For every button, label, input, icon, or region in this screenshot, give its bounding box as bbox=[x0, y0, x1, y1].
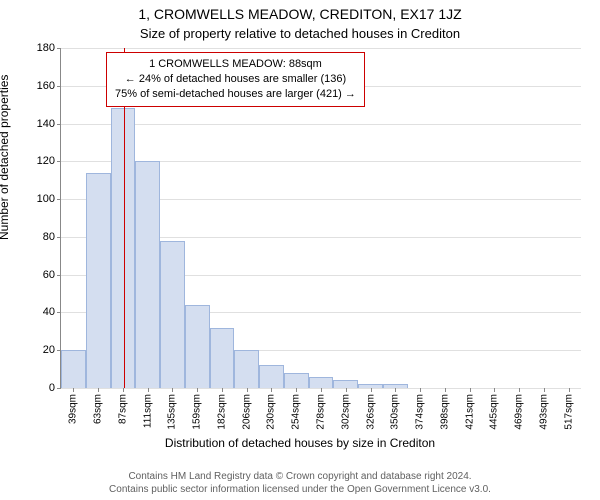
histogram-bar bbox=[61, 350, 86, 388]
histogram-bar bbox=[309, 377, 334, 388]
x-tick-label: 421sqm bbox=[464, 394, 475, 430]
y-tick-label: 20 bbox=[43, 344, 55, 356]
x-tick bbox=[197, 388, 198, 392]
x-tick bbox=[371, 388, 372, 392]
histogram-bar bbox=[185, 305, 210, 388]
x-tick-label: 278sqm bbox=[316, 394, 327, 430]
y-tick bbox=[57, 199, 61, 200]
x-tick-label: 302sqm bbox=[340, 394, 351, 430]
attribution: Contains HM Land Registry data © Crown c… bbox=[0, 471, 600, 496]
x-tick-label: 111sqm bbox=[142, 394, 153, 428]
x-tick bbox=[470, 388, 471, 392]
attribution-line-1: Contains HM Land Registry data © Crown c… bbox=[128, 471, 471, 482]
y-tick-label: 0 bbox=[49, 382, 55, 394]
y-tick bbox=[57, 388, 61, 389]
x-tick bbox=[346, 388, 347, 392]
x-tick-label: 398sqm bbox=[439, 394, 450, 430]
x-tick bbox=[296, 388, 297, 392]
x-tick-label: 493sqm bbox=[538, 394, 549, 430]
x-tick-label: 63sqm bbox=[93, 394, 104, 424]
x-tick-label: 254sqm bbox=[291, 394, 302, 430]
y-tick bbox=[57, 237, 61, 238]
chart-container: 1, CROMWELLS MEADOW, CREDITON, EX17 1JZ … bbox=[0, 0, 600, 500]
x-tick bbox=[494, 388, 495, 392]
histogram-bar bbox=[86, 173, 111, 388]
x-tick-label: 135sqm bbox=[167, 394, 178, 430]
y-tick-label: 40 bbox=[43, 306, 55, 318]
x-tick bbox=[519, 388, 520, 392]
y-tick bbox=[57, 275, 61, 276]
x-tick bbox=[222, 388, 223, 392]
x-tick bbox=[98, 388, 99, 392]
callout-box: 1 CROMWELLS MEADOW: 88sqm← 24% of detach… bbox=[106, 52, 365, 107]
y-tick-label: 80 bbox=[43, 231, 55, 243]
histogram-bar bbox=[234, 350, 259, 388]
y-tick bbox=[57, 86, 61, 87]
x-tick-label: 374sqm bbox=[415, 394, 426, 430]
x-tick bbox=[123, 388, 124, 392]
histogram-bar bbox=[111, 108, 136, 388]
histogram-bar bbox=[259, 365, 284, 388]
x-tick bbox=[247, 388, 248, 392]
histogram-bar bbox=[160, 241, 185, 388]
x-tick bbox=[445, 388, 446, 392]
y-tick bbox=[57, 161, 61, 162]
y-tick-label: 160 bbox=[37, 80, 55, 92]
y-tick-label: 120 bbox=[37, 155, 55, 167]
y-tick-label: 60 bbox=[43, 269, 55, 281]
callout-line: 75% of semi-detached houses are larger (… bbox=[115, 87, 356, 102]
x-tick bbox=[420, 388, 421, 392]
x-tick-label: 350sqm bbox=[390, 394, 401, 430]
chart-title-main: 1, CROMWELLS MEADOW, CREDITON, EX17 1JZ bbox=[0, 6, 600, 22]
y-tick bbox=[57, 124, 61, 125]
x-tick-label: 87sqm bbox=[117, 394, 128, 424]
x-tick bbox=[395, 388, 396, 392]
y-axis-label: Number of detached properties bbox=[0, 75, 11, 240]
x-tick bbox=[73, 388, 74, 392]
gridline bbox=[61, 124, 581, 125]
x-tick bbox=[569, 388, 570, 392]
x-tick bbox=[172, 388, 173, 392]
x-tick-label: 445sqm bbox=[489, 394, 500, 430]
callout-line: 1 CROMWELLS MEADOW: 88sqm bbox=[115, 57, 356, 72]
y-tick-label: 100 bbox=[37, 193, 55, 205]
attribution-line-2: Contains public sector information licen… bbox=[109, 484, 491, 495]
x-tick bbox=[544, 388, 545, 392]
histogram-bar bbox=[210, 328, 235, 388]
chart-title-sub: Size of property relative to detached ho… bbox=[0, 26, 600, 41]
x-tick bbox=[148, 388, 149, 392]
y-tick-label: 140 bbox=[37, 118, 55, 130]
histogram-bar bbox=[284, 373, 309, 388]
x-tick bbox=[321, 388, 322, 392]
x-tick bbox=[271, 388, 272, 392]
histogram-bar bbox=[333, 380, 358, 388]
x-tick-label: 326sqm bbox=[365, 394, 376, 430]
y-tick-label: 180 bbox=[37, 42, 55, 54]
x-tick-label: 39sqm bbox=[68, 394, 79, 424]
x-axis-label: Distribution of detached houses by size … bbox=[0, 436, 600, 450]
gridline bbox=[61, 48, 581, 49]
x-tick-label: 206sqm bbox=[241, 394, 252, 430]
x-tick-label: 182sqm bbox=[216, 394, 227, 430]
x-tick-label: 517sqm bbox=[563, 394, 574, 430]
y-tick bbox=[57, 312, 61, 313]
histogram-bar bbox=[135, 161, 160, 388]
x-tick-label: 469sqm bbox=[514, 394, 525, 430]
x-tick-label: 159sqm bbox=[192, 394, 203, 430]
x-tick-label: 230sqm bbox=[266, 394, 277, 430]
callout-line: ← 24% of detached houses are smaller (13… bbox=[115, 72, 356, 87]
y-tick bbox=[57, 48, 61, 49]
